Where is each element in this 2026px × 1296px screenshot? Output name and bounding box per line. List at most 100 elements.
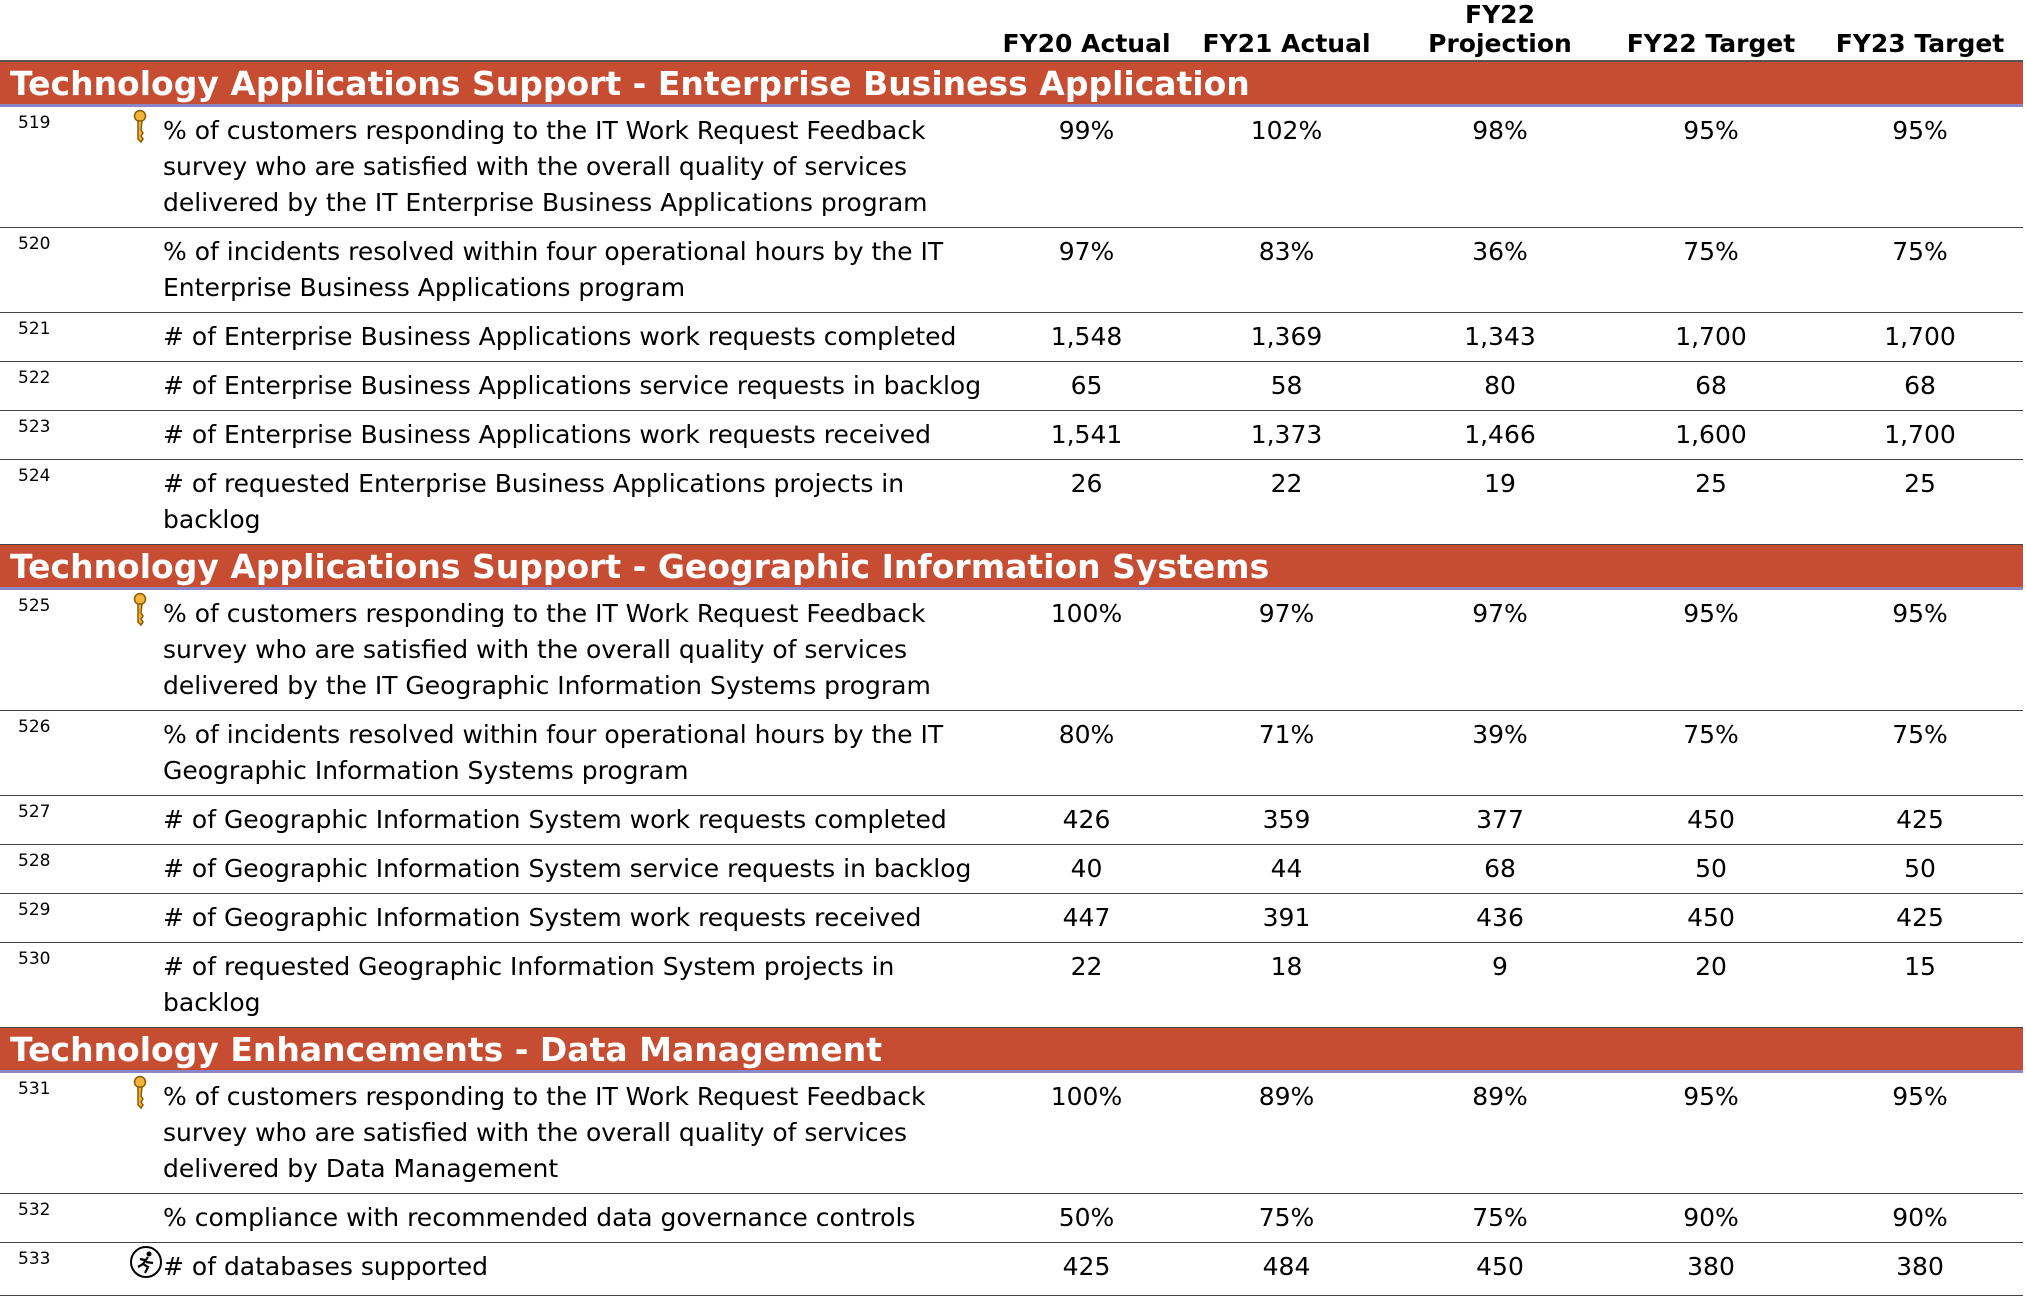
icon-cell bbox=[129, 588, 163, 711]
icon-cell bbox=[129, 893, 163, 943]
icon-cell bbox=[129, 1193, 163, 1243]
measure-value: 450 bbox=[1605, 893, 1817, 943]
measure-value: 40 bbox=[995, 844, 1178, 894]
measure-id: 523 bbox=[0, 410, 129, 460]
key-icon bbox=[133, 109, 147, 144]
measure-value: 18 bbox=[1178, 942, 1395, 1028]
measure-value: 391 bbox=[1178, 893, 1395, 943]
measure-description: % of customers responding to the IT Work… bbox=[163, 105, 995, 228]
measure-value: 1,700 bbox=[1817, 410, 2023, 460]
measure-value: 68 bbox=[1605, 361, 1817, 411]
measure-value: 100% bbox=[995, 1071, 1178, 1194]
measure-row: 527 # of Geographic Information System wo… bbox=[0, 795, 2023, 845]
measure-value: 100% bbox=[995, 588, 1178, 711]
measure-description: # of databases supported bbox=[163, 1242, 995, 1296]
measure-value: 1,700 bbox=[1605, 312, 1817, 362]
measure-value: 22 bbox=[1178, 459, 1395, 545]
measure-value: 90% bbox=[1817, 1193, 2023, 1243]
header-row: FY20 Actual FY21 Actual FY22 Projection FY2… bbox=[0, 0, 2023, 62]
measure-value: 1,343 bbox=[1395, 312, 1605, 362]
icon-cell bbox=[129, 1071, 163, 1194]
measure-value: 39% bbox=[1395, 710, 1605, 796]
icon-cell bbox=[129, 844, 163, 894]
section-title: Technology Applications Support - Geogra… bbox=[0, 544, 2023, 590]
icon-cell bbox=[129, 361, 163, 411]
measure-value: 98% bbox=[1395, 105, 1605, 228]
measure-id: 520 bbox=[0, 227, 129, 313]
measure-value: 450 bbox=[1395, 1242, 1605, 1296]
measure-value: 95% bbox=[1817, 1071, 2023, 1194]
measure-value: 15 bbox=[1817, 942, 2023, 1028]
runner-icon bbox=[130, 1246, 162, 1278]
measure-description: % of customers responding to the IT Work… bbox=[163, 1071, 995, 1194]
measure-id: 527 bbox=[0, 795, 129, 845]
measure-row: 528 # of Geographic Information System se… bbox=[0, 844, 2023, 894]
measure-row: 520 % of incidents resolved within four o… bbox=[0, 227, 2023, 313]
measure-row: 523 # of Enterprise Business Applications… bbox=[0, 410, 2023, 460]
measure-value: 99% bbox=[995, 105, 1178, 228]
icon-cell bbox=[129, 710, 163, 796]
measure-value: 50% bbox=[995, 1193, 1178, 1243]
measure-value: 75% bbox=[1395, 1193, 1605, 1243]
measure-value: 75% bbox=[1605, 227, 1817, 313]
measure-id: 533 bbox=[0, 1242, 129, 1296]
measure-value: 68 bbox=[1817, 361, 2023, 411]
measure-id: 529 bbox=[0, 893, 129, 943]
measure-value: 102% bbox=[1178, 105, 1395, 228]
key-icon bbox=[133, 1075, 147, 1110]
measure-value: 426 bbox=[995, 795, 1178, 845]
measure-id: 528 bbox=[0, 844, 129, 894]
measure-value: 97% bbox=[1395, 588, 1605, 711]
measure-value: 22 bbox=[995, 942, 1178, 1028]
column-header: FY21 Actual bbox=[1178, 0, 1395, 62]
column-header: FY22 Target bbox=[1605, 0, 1817, 62]
measure-value: 89% bbox=[1178, 1071, 1395, 1194]
measure-value: 75% bbox=[1605, 710, 1817, 796]
measure-description: # of Geographic Information System work … bbox=[163, 893, 995, 943]
measure-row: 519 % of customers responding to the IT W… bbox=[0, 105, 2023, 228]
measure-description: % compliance with recommended data gover… bbox=[163, 1193, 995, 1243]
measure-value: 89% bbox=[1395, 1071, 1605, 1194]
measure-value: 25 bbox=[1605, 459, 1817, 545]
measure-row: 525 % of customers responding to the IT W… bbox=[0, 588, 2023, 711]
measure-id: 531 bbox=[0, 1071, 129, 1194]
measure-description: % of incidents resolved within four oper… bbox=[163, 710, 995, 796]
measure-id: 522 bbox=[0, 361, 129, 411]
measure-value: 65 bbox=[995, 361, 1178, 411]
measure-value: 1,541 bbox=[995, 410, 1178, 460]
column-header: FY20 Actual bbox=[995, 0, 1178, 62]
measure-value: 26 bbox=[995, 459, 1178, 545]
measure-value: 50 bbox=[1817, 844, 2023, 894]
measure-value: 359 bbox=[1178, 795, 1395, 845]
measure-description: # of requested Geographic Information Sy… bbox=[163, 942, 995, 1028]
measure-description: # of Geographic Information System work … bbox=[163, 795, 995, 845]
measure-value: 1,373 bbox=[1178, 410, 1395, 460]
measure-value: 75% bbox=[1817, 227, 2023, 313]
measure-row: 521 # of Enterprise Business Applications… bbox=[0, 312, 2023, 362]
measure-value: 484 bbox=[1178, 1242, 1395, 1296]
measure-description: % of incidents resolved within four oper… bbox=[163, 227, 995, 313]
measure-id: 519 bbox=[0, 105, 129, 228]
measure-value: 425 bbox=[1817, 795, 2023, 845]
measure-value: 95% bbox=[1605, 588, 1817, 711]
measure-value: 450 bbox=[1605, 795, 1817, 845]
measure-value: 71% bbox=[1178, 710, 1395, 796]
measure-row: 526 % of incidents resolved within four o… bbox=[0, 710, 2023, 796]
measure-value: 58 bbox=[1178, 361, 1395, 411]
section-header-row: Technology Applications Support - Geogra… bbox=[0, 544, 2023, 590]
measure-value: 97% bbox=[1178, 588, 1395, 711]
measure-value: 19 bbox=[1395, 459, 1605, 545]
measure-id: 526 bbox=[0, 710, 129, 796]
icon-cell bbox=[129, 312, 163, 362]
icon-cell bbox=[129, 410, 163, 460]
measure-value: 25 bbox=[1817, 459, 2023, 545]
measure-description: # of Geographic Information System servi… bbox=[163, 844, 995, 894]
measure-description: # of Enterprise Business Applications se… bbox=[163, 361, 995, 411]
measure-description: # of Enterprise Business Applications wo… bbox=[163, 312, 995, 362]
measure-id: 532 bbox=[0, 1193, 129, 1243]
measure-value: 83% bbox=[1178, 227, 1395, 313]
measure-value: 95% bbox=[1817, 588, 2023, 711]
column-header: FY23 Target bbox=[1817, 0, 2023, 62]
icon-cell bbox=[129, 459, 163, 545]
